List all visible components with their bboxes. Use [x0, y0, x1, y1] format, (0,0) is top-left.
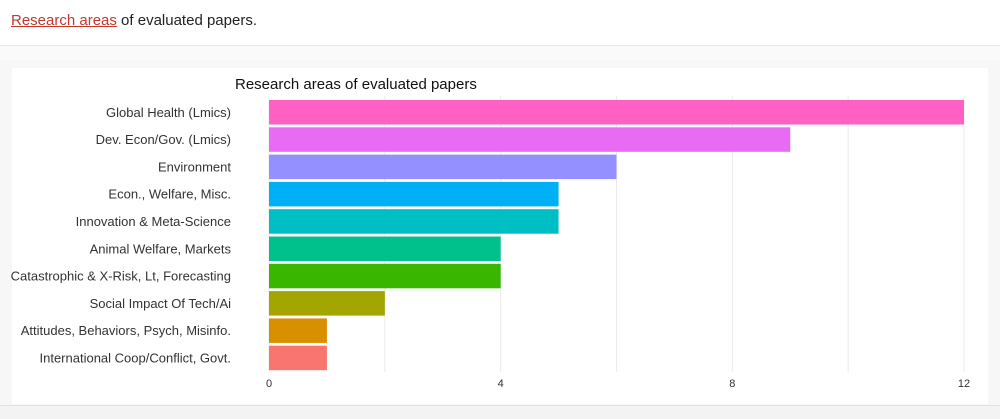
- x-tick-label: 0: [266, 378, 272, 390]
- bar: [269, 263, 501, 289]
- x-tick-label: 8: [729, 378, 735, 390]
- bar: [269, 236, 501, 261]
- section-gap: [0, 46, 1000, 60]
- category-label: Innovation & Meta-Science: [76, 214, 231, 229]
- bar: [269, 345, 327, 371]
- bar: [269, 100, 964, 125]
- category-label: Environment: [158, 159, 231, 174]
- x-tick-layer: 0 4 8 12: [266, 378, 970, 390]
- bar: [269, 154, 617, 180]
- bar: [269, 291, 385, 316]
- bar: [269, 127, 791, 152]
- category-label: Global Health (Lmics): [106, 105, 231, 120]
- category-label: Attitudes, Behaviors, Psych, Misinfo.: [21, 323, 231, 338]
- category-label: Catastrophic & X-Risk, Lt, Forecasting: [11, 269, 231, 284]
- chart-title: Research areas of evaluated papers: [235, 76, 477, 93]
- bar: [269, 209, 559, 234]
- category-label: Dev. Econ/Gov. (Lmics): [96, 132, 231, 147]
- caption-bar: Research areas of evaluated papers.: [0, 0, 1000, 46]
- research-areas-link[interactable]: Research areas: [11, 12, 117, 29]
- category-label-layer: Global Health (Lmics) Dev. Econ/Gov. (Lmi…: [11, 105, 232, 366]
- figure-caption: Research areas of evaluated papers.: [11, 12, 257, 29]
- bottom-divider: [0, 405, 1000, 419]
- bar-layer: [269, 100, 964, 371]
- x-tick-label: 4: [498, 378, 504, 390]
- category-label: International Coop/Conflict, Govt.: [40, 350, 232, 365]
- category-label: Social Impact Of Tech/Ai: [90, 296, 231, 311]
- caption-rest-text: of evaluated papers.: [116, 12, 257, 29]
- bar: [269, 181, 559, 207]
- bar: [269, 318, 327, 343]
- x-tick-label: 12: [958, 378, 970, 390]
- category-label: Animal Welfare, Markets: [90, 241, 232, 256]
- category-label: Econ., Welfare, Misc.: [108, 187, 231, 202]
